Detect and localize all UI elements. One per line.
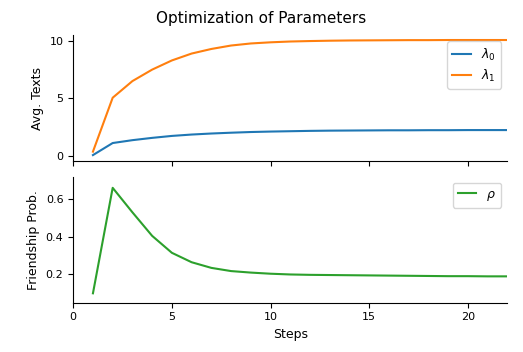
$\rho$ — [188, 260, 195, 264]
$\rho$ — [504, 274, 510, 278]
$\lambda_0$ — [109, 141, 116, 145]
Line: $\lambda_1$: $\lambda_1$ — [93, 40, 507, 152]
X-axis label: Steps: Steps — [273, 328, 308, 341]
$\lambda_0$ — [366, 128, 372, 132]
$\rho$ — [346, 273, 353, 277]
$\rho$ — [425, 274, 431, 278]
$\rho$ — [326, 273, 333, 277]
$\lambda_1$ — [208, 47, 214, 51]
$\lambda_1$ — [405, 38, 412, 42]
$\rho$ — [465, 274, 471, 278]
$\rho$ — [129, 210, 135, 214]
Legend: $\lambda_0$, $\lambda_1$: $\lambda_0$, $\lambda_1$ — [447, 42, 501, 89]
Legend: $\rho$: $\rho$ — [452, 183, 501, 208]
$\rho$ — [405, 274, 412, 278]
Line: $\rho$: $\rho$ — [93, 188, 507, 293]
$\lambda_0$ — [287, 129, 293, 133]
$\lambda_1$ — [445, 38, 451, 42]
$\lambda_1$ — [307, 39, 313, 43]
$\lambda_1$ — [188, 51, 195, 56]
$\lambda_0$ — [425, 128, 431, 132]
$\lambda_1$ — [346, 38, 353, 43]
$\lambda_0$ — [307, 129, 313, 133]
$\rho$ — [169, 251, 175, 255]
$\rho$ — [208, 266, 214, 270]
$\rho$ — [366, 273, 372, 277]
$\lambda_0$ — [267, 130, 274, 134]
$\lambda_1$ — [129, 79, 135, 83]
$\lambda_1$ — [484, 38, 491, 42]
$\lambda_0$ — [465, 128, 471, 132]
$\lambda_1$ — [228, 43, 234, 48]
$\lambda_0$ — [169, 134, 175, 138]
$\lambda_1$ — [149, 68, 155, 72]
$\rho$ — [287, 272, 293, 277]
$\rho$ — [445, 274, 451, 278]
Y-axis label: Friendship Prob.: Friendship Prob. — [27, 190, 40, 290]
$\lambda_1$ — [169, 58, 175, 63]
$\lambda_0$ — [188, 132, 195, 137]
$\rho$ — [90, 291, 96, 295]
$\lambda_1$ — [90, 150, 96, 154]
$\rho$ — [228, 269, 234, 273]
$\lambda_1$ — [386, 38, 392, 42]
$\lambda_1$ — [465, 38, 471, 42]
$\lambda_1$ — [326, 39, 333, 43]
$\lambda_0$ — [208, 131, 214, 136]
$\rho$ — [248, 270, 254, 275]
Y-axis label: Avg. Texts: Avg. Texts — [31, 67, 44, 130]
$\lambda_0$ — [504, 128, 510, 132]
$\lambda_1$ — [504, 38, 510, 42]
$\rho$ — [109, 186, 116, 190]
$\lambda_1$ — [109, 96, 116, 100]
$\lambda_1$ — [267, 40, 274, 44]
Line: $\lambda_0$: $\lambda_0$ — [93, 130, 507, 155]
$\lambda_1$ — [366, 38, 372, 43]
$\lambda_1$ — [248, 41, 254, 45]
$\lambda_0$ — [248, 130, 254, 134]
$\lambda_0$ — [386, 128, 392, 132]
$\lambda_0$ — [346, 128, 353, 133]
$\lambda_1$ — [425, 38, 431, 42]
$\lambda_0$ — [129, 138, 135, 142]
$\rho$ — [484, 274, 491, 278]
$\lambda_0$ — [149, 136, 155, 140]
$\lambda_0$ — [326, 128, 333, 133]
$\rho$ — [307, 273, 313, 277]
$\lambda_0$ — [405, 128, 412, 132]
$\rho$ — [267, 272, 274, 276]
$\lambda_0$ — [484, 128, 491, 132]
$\lambda_1$ — [287, 39, 293, 44]
$\rho$ — [386, 274, 392, 278]
$\rho$ — [149, 234, 155, 238]
$\lambda_0$ — [90, 153, 96, 157]
Text: Optimization of Parameters: Optimization of Parameters — [156, 11, 367, 26]
$\lambda_0$ — [445, 128, 451, 132]
$\lambda_0$ — [228, 131, 234, 135]
